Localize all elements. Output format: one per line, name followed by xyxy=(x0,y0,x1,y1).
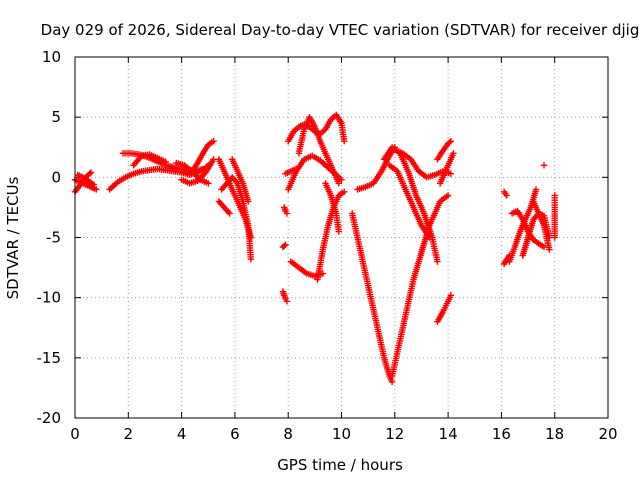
chart-title: Day 029 of 2026, Sidereal Day-to-day VTE… xyxy=(41,21,640,39)
y-tick-label: -15 xyxy=(37,349,62,367)
x-tick-label: 2 xyxy=(124,425,134,443)
series-arc-13 xyxy=(215,198,233,217)
y-tick-label: -20 xyxy=(37,409,62,427)
series-arc-06 xyxy=(130,151,169,169)
data-marker xyxy=(218,174,255,263)
data-marker xyxy=(215,198,233,217)
data-marker xyxy=(322,180,342,235)
series-arc-40 xyxy=(551,192,558,241)
x-tick-label: 14 xyxy=(439,425,458,443)
data-marker xyxy=(178,156,217,187)
data-marker xyxy=(229,156,252,205)
x-tick-label: 6 xyxy=(230,425,240,443)
series-arc-24 xyxy=(349,210,396,386)
data-marker xyxy=(130,151,169,169)
data-marker xyxy=(551,192,558,241)
series-arc-03 xyxy=(74,171,97,188)
data-points xyxy=(71,111,558,386)
series-arc-33 xyxy=(500,188,510,199)
data-marker xyxy=(74,171,97,188)
series-arc-09 xyxy=(178,156,217,187)
data-marker xyxy=(434,292,454,325)
y-tick-label: 10 xyxy=(42,48,61,66)
plot-frame xyxy=(74,56,609,419)
x-tick-label: 18 xyxy=(545,425,564,443)
series-arc-08 xyxy=(189,138,217,175)
x-tick-label: 20 xyxy=(598,425,617,443)
series-arc-15 xyxy=(279,241,289,251)
series-arc-12 xyxy=(229,156,252,205)
data-marker xyxy=(279,288,291,305)
series-arc-27 xyxy=(380,144,441,265)
data-marker xyxy=(386,162,433,241)
y-tick-label: 5 xyxy=(51,108,61,126)
x-tick-label: 10 xyxy=(332,425,351,443)
grid xyxy=(75,57,608,418)
series-arc-28 xyxy=(386,162,433,241)
series-arc-16 xyxy=(281,204,291,217)
series-arc-38 xyxy=(530,198,553,253)
x-axis-label: GPS time / hours xyxy=(277,456,403,474)
series-arc-32 xyxy=(436,150,457,187)
y-tick-label: 0 xyxy=(51,168,61,186)
series-arc-23 xyxy=(322,180,342,235)
series-arc-20 xyxy=(285,111,348,145)
series-arc-21 xyxy=(295,114,342,187)
data-marker xyxy=(279,241,289,251)
data-marker xyxy=(500,188,510,199)
x-tick-label: 12 xyxy=(385,425,404,443)
series-arc-39 xyxy=(540,162,548,169)
x-tick-label: 16 xyxy=(492,425,511,443)
data-marker xyxy=(380,144,441,265)
y-axis-label: SDTVAR / TECUs xyxy=(4,176,22,299)
x-tick-label: 8 xyxy=(283,425,293,443)
data-marker xyxy=(434,138,454,163)
series-arc-14 xyxy=(279,288,291,305)
data-marker xyxy=(285,111,348,145)
series-arc-11 xyxy=(218,174,255,263)
x-tick-label: 0 xyxy=(70,425,80,443)
y-tick-label: -5 xyxy=(46,229,61,247)
axis-ticks: 0 2 4 6 8 10 12 14 16 18 20 -20 -15 -10 -5 0 5 10 xyxy=(37,48,618,443)
data-marker xyxy=(540,162,548,169)
series-arc-30 xyxy=(434,138,454,163)
data-marker xyxy=(530,198,553,253)
data-marker xyxy=(189,138,217,175)
x-tick-label: 4 xyxy=(177,425,187,443)
data-marker xyxy=(349,210,396,386)
series-arc-31 xyxy=(434,292,454,325)
y-tick-label: -10 xyxy=(37,289,62,307)
data-marker xyxy=(295,114,342,187)
data-marker xyxy=(436,150,457,187)
data-marker xyxy=(281,204,291,217)
